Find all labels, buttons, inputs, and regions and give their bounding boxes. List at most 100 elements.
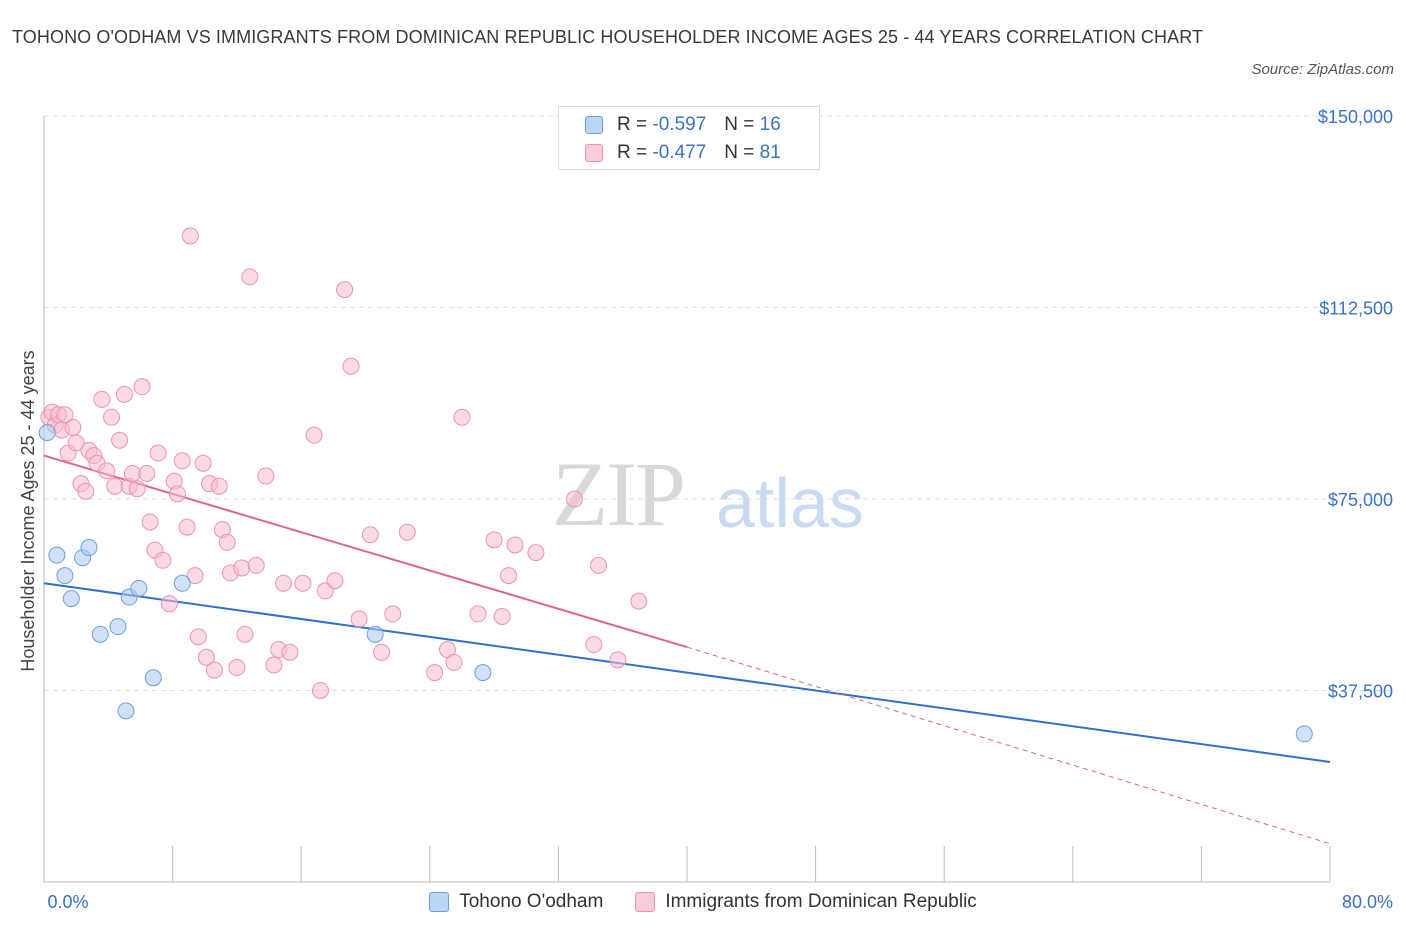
dominican-point — [205, 661, 223, 679]
series-label-dominican: Immigrants from Dominican Republic — [665, 891, 977, 912]
series-label-tohono: Tohono O'odham — [459, 891, 604, 912]
dominican-point — [67, 434, 85, 452]
dominican-point — [590, 556, 608, 574]
dominican-point — [77, 482, 95, 500]
dominican-point — [197, 648, 215, 666]
dominican-point — [64, 419, 82, 437]
tohono-point — [474, 664, 492, 682]
legend-row-dominican: R = -0.477 N = 81 — [585, 141, 781, 165]
y-tick-label: $37,500 — [1328, 682, 1393, 702]
dominican-point — [103, 408, 121, 426]
grid-lines — [44, 115, 1392, 691]
dominican-point — [305, 426, 323, 444]
dominican-point — [361, 526, 379, 544]
dominican-point — [281, 643, 299, 661]
legend-r-label: R = — [617, 114, 648, 135]
tohono-point — [130, 579, 148, 597]
dominican-point — [445, 653, 463, 671]
tohono-point — [109, 618, 127, 636]
dominican-point — [228, 659, 246, 677]
trend-line-tohono — [43, 582, 1331, 763]
dominican-point — [453, 408, 471, 426]
dominican-point — [149, 444, 167, 462]
dominican-point — [236, 625, 254, 643]
dominican-point — [210, 477, 228, 495]
watermark-atlas: atlas — [716, 464, 864, 542]
dominican-point — [56, 406, 74, 424]
dominican-point — [138, 464, 156, 482]
dominican-point — [115, 385, 133, 403]
dominican-point — [265, 656, 283, 674]
series-swatch-dominican — [635, 892, 656, 912]
dominican-point — [154, 551, 172, 569]
dominican-point — [275, 574, 293, 592]
dominican-point — [194, 454, 212, 472]
dominican-point — [350, 610, 368, 628]
dominican-point — [111, 431, 129, 449]
dominican-point — [160, 595, 178, 613]
tohono-point — [117, 702, 135, 720]
dominican-point — [326, 572, 344, 590]
dominican-point — [469, 605, 487, 623]
legend-swatch-dominican — [585, 144, 603, 162]
tohono-point — [48, 546, 66, 564]
series-legend-dominican: Immigrants from Dominican Republic — [635, 891, 977, 913]
series-legend: Tohono O'odham Immigrants from Dominican… — [0, 889, 1406, 915]
tohono-point — [38, 424, 56, 442]
dominican-point — [493, 607, 511, 625]
dominican-point — [186, 567, 204, 585]
dominican-point — [500, 567, 518, 585]
tohono-point — [144, 669, 162, 687]
dominican-point — [133, 378, 151, 396]
dominican-point — [241, 268, 259, 286]
dominican-point — [168, 485, 186, 503]
dominican-point — [373, 643, 391, 661]
y-tick-label: $75,000 — [1328, 490, 1393, 510]
dominican-point — [93, 390, 111, 408]
tohono-point — [91, 625, 109, 643]
y-tick-label: $112,500 — [1319, 299, 1393, 319]
series-legend-tohono: Tohono O'odham — [429, 891, 603, 913]
dominican-point — [311, 682, 329, 699]
trend-lines — [43, 454, 1331, 845]
data-points — [38, 227, 1313, 743]
tohono-point — [62, 590, 80, 608]
x-tick-label: 80.0% — [1342, 892, 1393, 912]
legend-n-label: N = — [724, 114, 755, 135]
dominican-point — [173, 452, 191, 470]
dominican-point — [485, 531, 503, 549]
dominican-point — [294, 574, 312, 592]
dominican-point — [233, 559, 251, 577]
y-axis-label: Householder Income Ages 25 - 44 years — [18, 350, 38, 671]
dominican-point — [565, 490, 583, 508]
dominican-point — [336, 281, 354, 299]
legend-n-value: 16 — [759, 114, 781, 135]
dominican-point — [98, 462, 116, 480]
dominican-point — [398, 523, 416, 541]
tohono-point — [366, 625, 384, 643]
tohono-point — [173, 574, 191, 592]
legend-n-label: N = — [724, 142, 755, 163]
series-swatch-tohono — [429, 892, 450, 912]
watermark: ZIP atlas — [552, 443, 864, 545]
correlation-legend: R = -0.597 N = 16 R = -0.477 N = 81 — [558, 106, 820, 170]
dominican-point — [257, 467, 275, 485]
legend-n-value: 81 — [759, 142, 781, 163]
trend-line-dominican — [43, 454, 688, 649]
dominican-point — [218, 533, 236, 551]
chart-source: Source: ZipAtlas.com — [1251, 61, 1394, 78]
dominican-point — [527, 544, 545, 562]
legend-r-value: -0.477 — [652, 142, 707, 163]
dominican-point — [189, 628, 207, 646]
dominican-point — [181, 227, 199, 245]
legend-r-label: R = — [617, 142, 648, 163]
tohono-point — [80, 539, 98, 557]
axes — [43, 116, 1331, 883]
dominican-point — [384, 605, 402, 623]
tohono-point — [56, 567, 74, 585]
dominican-point — [123, 464, 141, 482]
legend-r-value: -0.597 — [652, 114, 707, 135]
dominican-point — [426, 664, 444, 682]
tohono-point — [1295, 725, 1313, 743]
